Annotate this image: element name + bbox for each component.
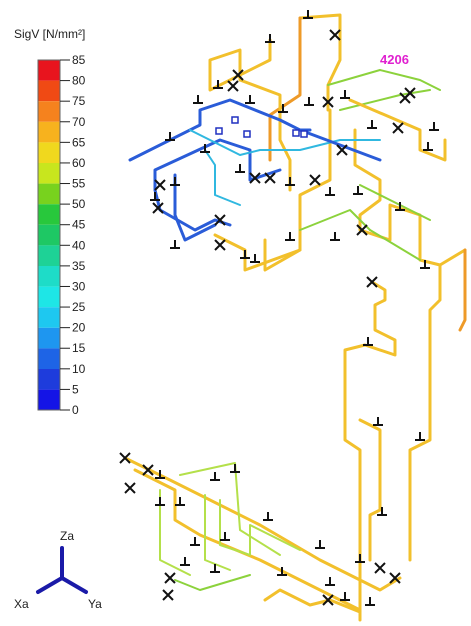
support <box>193 95 203 103</box>
support <box>285 232 295 240</box>
restraint <box>393 123 403 133</box>
tick-label: 15 <box>72 341 86 355</box>
support <box>340 592 350 600</box>
tick-label: 65 <box>72 135 86 149</box>
tick-label: 75 <box>72 94 86 108</box>
tick-label: 70 <box>72 115 86 129</box>
restraint <box>165 573 175 583</box>
tick-label: 35 <box>72 259 86 273</box>
tick-label: 30 <box>72 279 86 293</box>
restraint <box>163 590 173 600</box>
tick-label: 25 <box>72 300 86 314</box>
support <box>429 122 439 130</box>
support <box>180 557 190 565</box>
tick-label: 85 <box>72 53 86 67</box>
tick-label: 80 <box>72 74 86 88</box>
support <box>355 554 365 562</box>
support <box>367 120 377 128</box>
color-bar <box>38 60 60 410</box>
support <box>190 537 200 545</box>
axis-label: Ya <box>88 597 102 611</box>
support <box>353 186 363 194</box>
screen: SigV [N/mm²] 858075706560555045403530252… <box>0 0 471 626</box>
support <box>365 597 375 605</box>
axis-triad <box>38 548 86 592</box>
support <box>155 497 165 505</box>
support <box>250 254 260 262</box>
restraint <box>215 240 225 250</box>
tick-label: 10 <box>72 362 86 376</box>
tick-label: 50 <box>72 197 86 211</box>
restraint <box>375 563 385 573</box>
support <box>170 177 180 185</box>
support <box>285 177 295 185</box>
restraint <box>120 453 130 463</box>
piping <box>125 15 465 620</box>
support <box>304 97 314 105</box>
support <box>210 472 220 480</box>
axis-label: Xa <box>14 597 29 611</box>
support <box>423 142 433 150</box>
support <box>415 432 425 440</box>
node-label: 4206 <box>380 52 409 67</box>
axis-label: Za <box>60 529 74 543</box>
support <box>325 577 335 585</box>
legend-title: SigV [N/mm²] <box>14 27 85 41</box>
support <box>170 240 180 248</box>
restraint <box>310 175 320 185</box>
support <box>245 95 255 103</box>
tick-label: 55 <box>72 177 86 191</box>
support <box>263 512 273 520</box>
support <box>235 164 245 172</box>
restraint <box>367 277 377 287</box>
support <box>325 187 335 195</box>
restraint <box>228 81 238 91</box>
support <box>240 250 250 258</box>
support <box>265 34 275 42</box>
tick-label: 40 <box>72 238 86 252</box>
support <box>330 232 340 240</box>
support <box>373 417 383 425</box>
support <box>340 90 350 98</box>
tick-label: 45 <box>72 218 86 232</box>
tick-label: 0 <box>72 403 79 417</box>
support <box>220 532 230 540</box>
tick-label: 5 <box>72 382 79 396</box>
support <box>315 540 325 548</box>
restraint <box>125 483 135 493</box>
tick-label: 60 <box>72 156 86 170</box>
tick-label: 20 <box>72 321 86 335</box>
support <box>230 464 240 472</box>
